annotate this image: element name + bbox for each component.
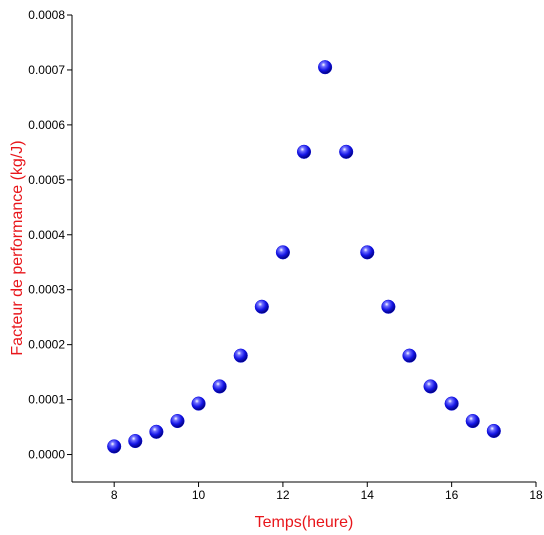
y-tick-label: 0.0003 bbox=[28, 283, 65, 297]
y-tick-label: 0.0002 bbox=[28, 338, 65, 352]
x-tick-label: 8 bbox=[111, 488, 118, 502]
y-tick-label: 0.0004 bbox=[28, 228, 65, 242]
y-axis-title: Facteur de performance (kg/J) bbox=[9, 140, 26, 355]
y-tick-label: 0.0005 bbox=[28, 173, 65, 187]
data-point bbox=[465, 413, 480, 429]
data-point bbox=[170, 413, 185, 429]
data-point bbox=[486, 423, 501, 439]
data-point bbox=[360, 245, 375, 260]
y-tick-label: 0.0000 bbox=[28, 448, 65, 462]
data-point bbox=[296, 144, 312, 159]
y-tick-label: 0.0008 bbox=[28, 8, 65, 22]
x-tick-label: 14 bbox=[361, 488, 375, 502]
data-point bbox=[107, 439, 122, 454]
data-point bbox=[254, 299, 269, 314]
x-tick-label: 18 bbox=[529, 488, 543, 502]
y-ticks: 0.0000 0.0001 0.0002 0.0003 0.0004 0.0005 0.00… bbox=[28, 8, 72, 462]
x-tick-label: 16 bbox=[445, 488, 459, 502]
data-point bbox=[381, 299, 396, 314]
data-point bbox=[423, 379, 438, 394]
x-tick-label: 12 bbox=[276, 488, 290, 502]
data-point bbox=[339, 144, 354, 159]
data-point bbox=[212, 379, 227, 394]
axes bbox=[71, 15, 536, 483]
data-point bbox=[444, 396, 459, 411]
data-point bbox=[402, 348, 417, 363]
x-ticks: 8 10 12 14 16 18 bbox=[111, 482, 543, 502]
data-point bbox=[149, 424, 164, 439]
data-points bbox=[107, 60, 501, 454]
data-point bbox=[128, 433, 143, 449]
y-tick-label: 0.0006 bbox=[28, 118, 65, 132]
y-tick-label: 0.0001 bbox=[28, 393, 65, 407]
data-point bbox=[233, 348, 248, 363]
data-point bbox=[275, 245, 290, 260]
data-point bbox=[318, 60, 333, 75]
x-axis-title: Temps(heure) bbox=[255, 514, 354, 531]
y-tick-label: 0.0007 bbox=[28, 63, 65, 77]
data-point bbox=[191, 396, 206, 411]
x-tick-label: 10 bbox=[192, 488, 206, 502]
